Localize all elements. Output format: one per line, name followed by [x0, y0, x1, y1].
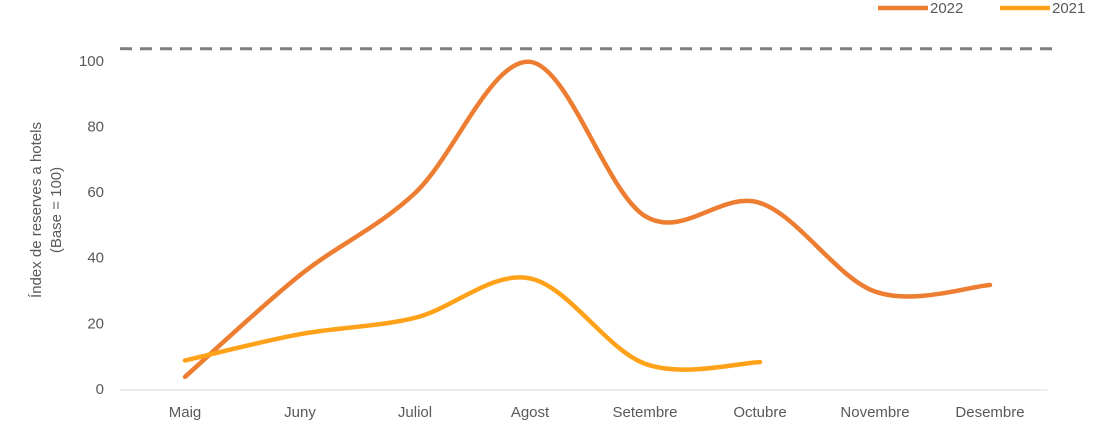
y-tick-label: 20 [87, 315, 104, 332]
y-tick-label: 80 [87, 118, 104, 135]
y-axis-title: Índex de reserves a hotels (Base = 100) [28, 122, 65, 298]
x-tick-label: Novembre [840, 404, 909, 421]
x-tick-label: Juny [284, 404, 316, 421]
series-line [182, 59, 993, 380]
legend-label: 2022 [930, 0, 963, 17]
x-tick-label: Maig [169, 404, 202, 421]
y-axis-title-line: Índex de reserves a hotels [28, 122, 45, 298]
y-tick-label: 100 [79, 53, 104, 70]
legend-label: 2021 [1052, 0, 1085, 17]
x-tick-label: Octubre [733, 404, 786, 421]
y-tick-label: 0 [96, 381, 104, 398]
x-tick-label: Juliol [398, 404, 432, 421]
y-tick-label: 60 [87, 184, 104, 201]
x-tick-label: Setembre [612, 404, 677, 421]
series-line [182, 275, 763, 372]
x-tick-label: Agost [511, 404, 550, 421]
y-axis-title-line: (Base = 100) [48, 167, 65, 253]
x-tick-label: Desembre [955, 404, 1024, 421]
y-tick-label: 40 [87, 250, 104, 267]
